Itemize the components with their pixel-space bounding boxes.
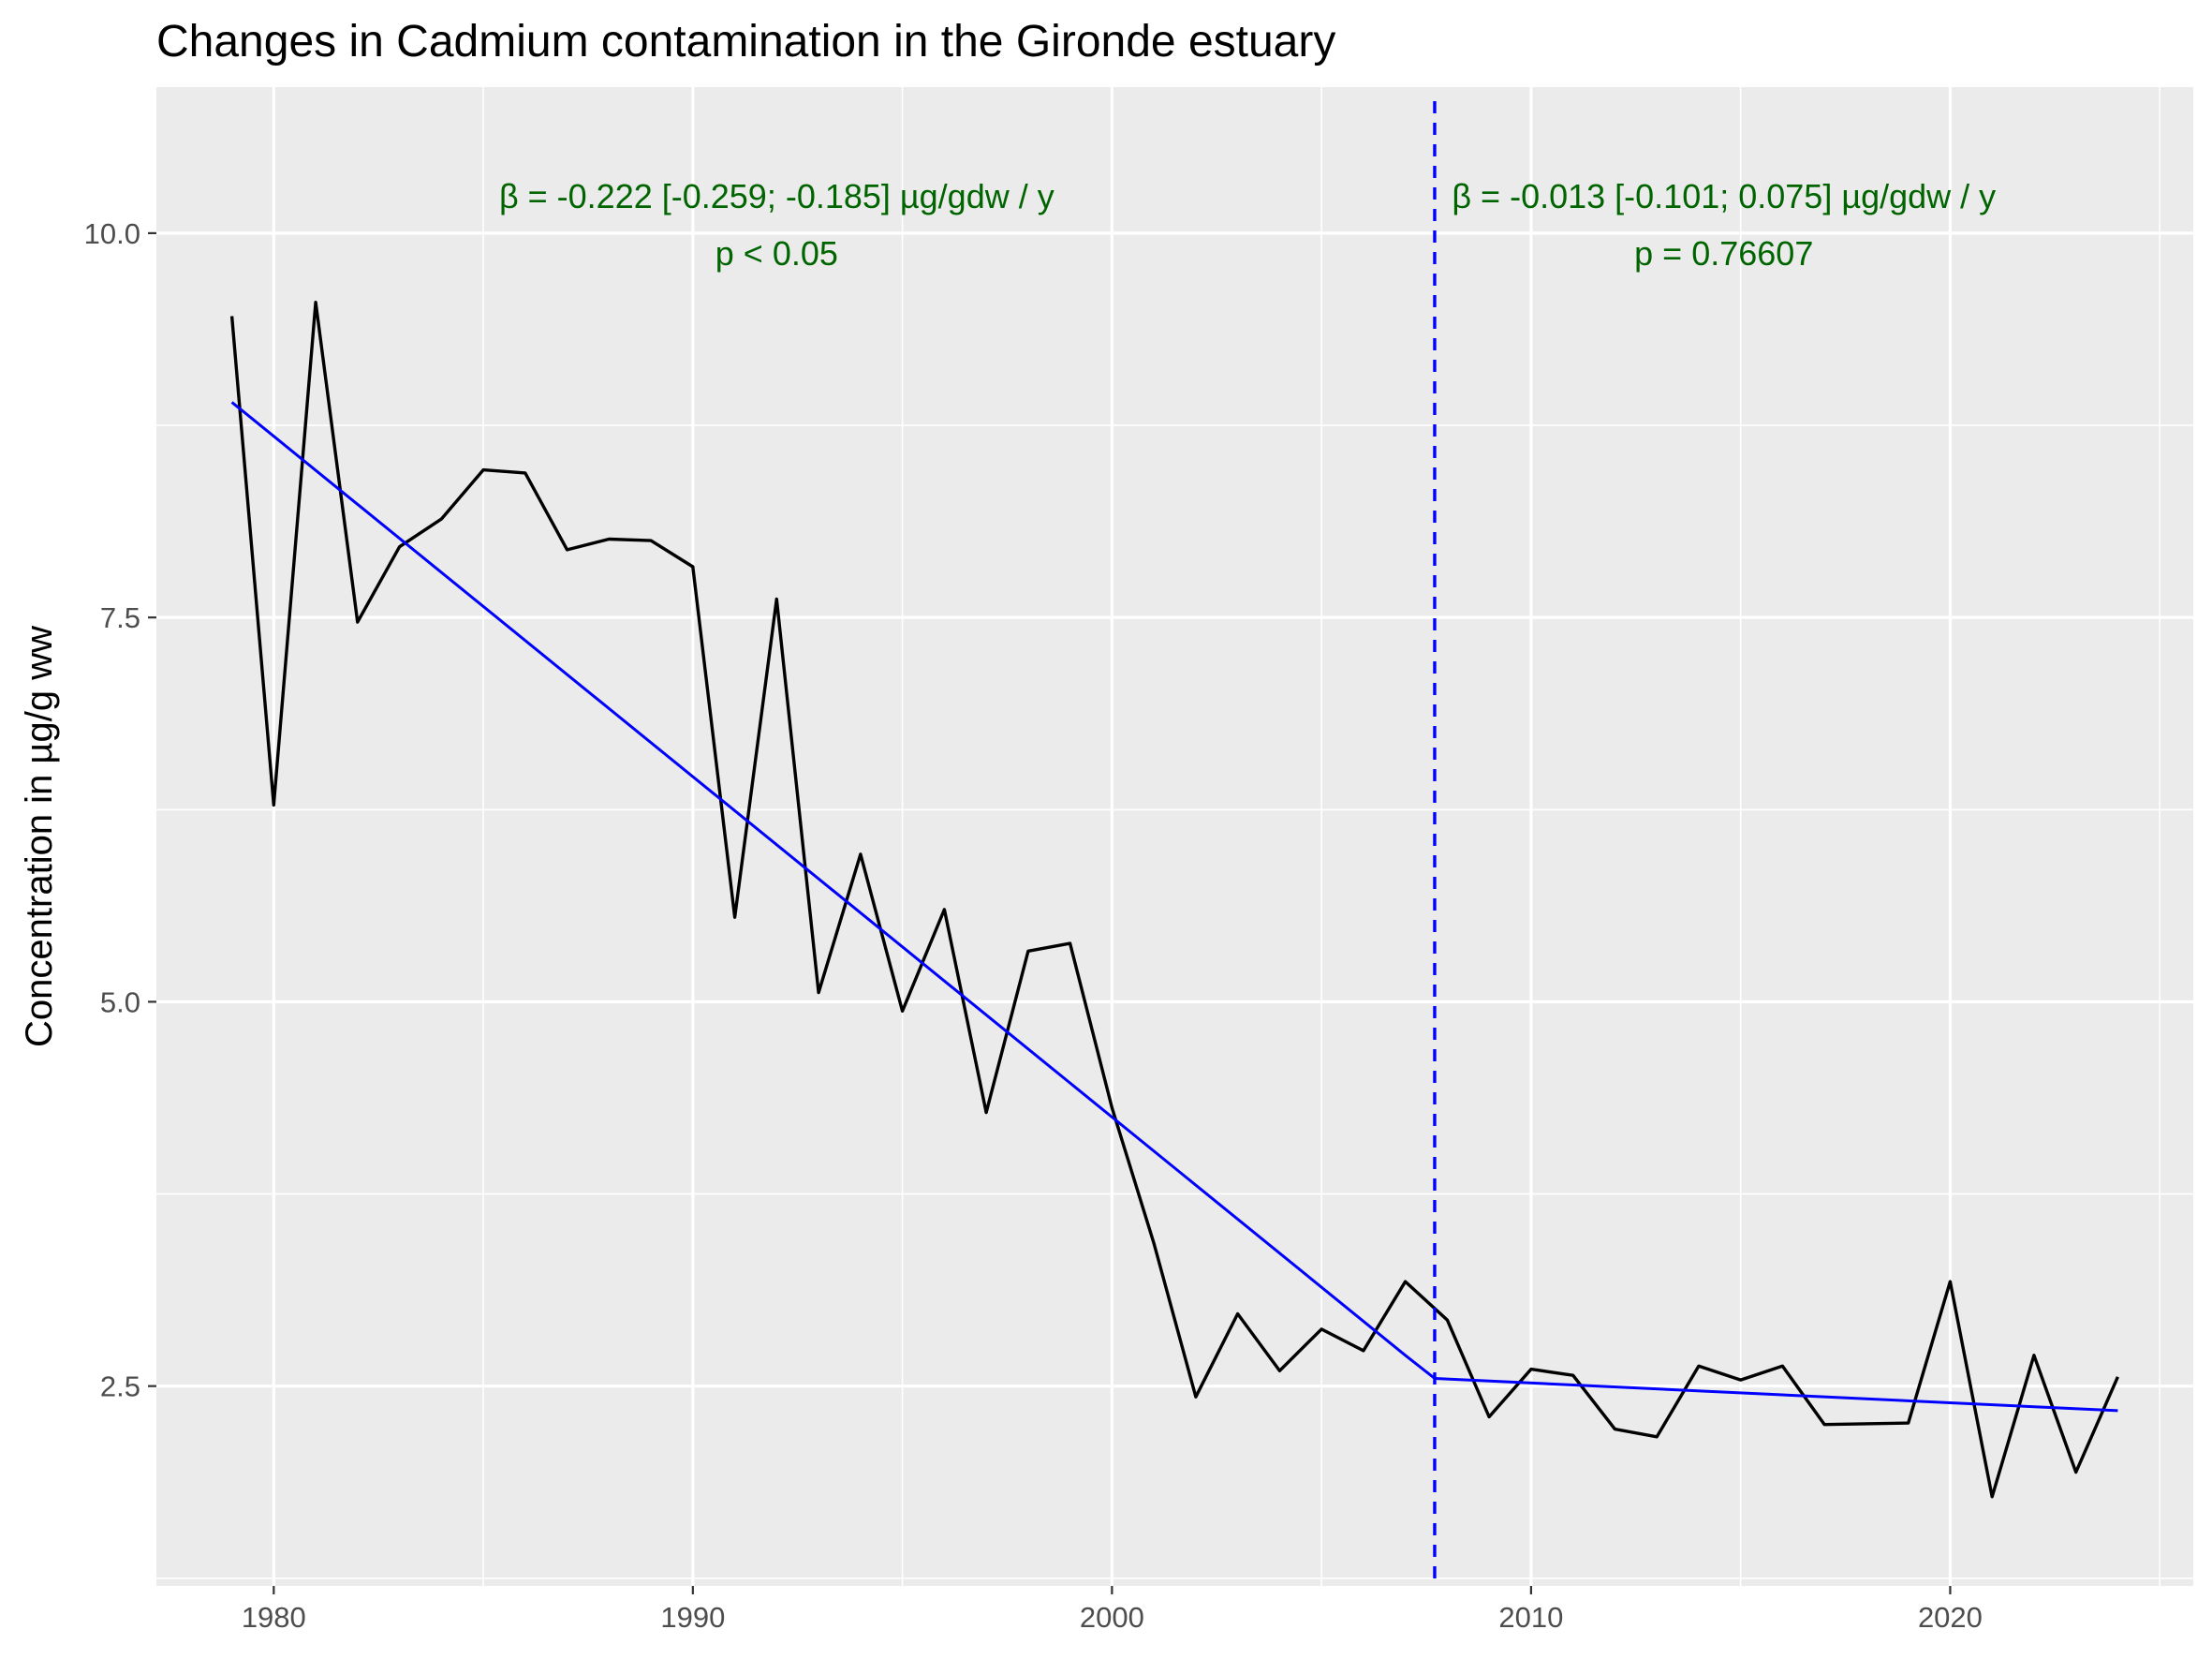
x-tick-label: 2010 [1498,1601,1563,1634]
annotation-layer: β = -0.222 [-0.259; -0.185] µg/gdw / y p … [499,177,1996,273]
x-tick-label: 1980 [242,1601,306,1634]
major-gridlines [156,87,2193,1586]
axis-layer: 1980 1990 2000 2010 2020 2.5 5.0 7.5 10.0 [84,217,1983,1634]
x-tick-label: 1990 [660,1601,725,1634]
chart-title: Changes in Cadmium contamination in the … [156,17,1335,67]
plot-panel [156,87,2193,1586]
y-tick-label: 7.5 [100,601,140,634]
y-tick-label: 5.0 [100,985,140,1018]
trend-annotation-text: p = 0.76607 [1634,234,1813,273]
y-tick-label: 2.5 [100,1370,140,1403]
minor-gridlines [156,87,2193,1586]
observed-series-line [229,301,2119,1499]
y-axis-title: Concentration in µg/g ww [19,626,60,1047]
trend-annotation-text: β = -0.222 [-0.259; -0.185] µg/gdw / y [499,177,1054,215]
x-tick-label: 2020 [1918,1601,1983,1634]
x-tick-label: 2000 [1080,1601,1144,1634]
y-tick-label: 10.0 [84,217,140,250]
trend-annotation-text: β = -0.013 [-0.101; 0.075] µg/gdw / y [1452,177,1996,215]
trend-series-line [230,401,2118,1413]
trend-annotation-text: p < 0.05 [715,234,838,273]
series-layer [229,101,2119,1586]
